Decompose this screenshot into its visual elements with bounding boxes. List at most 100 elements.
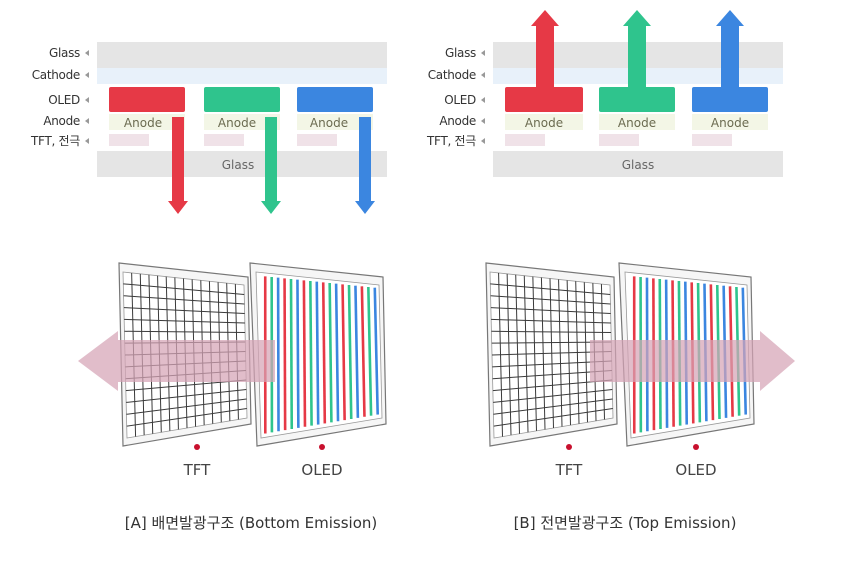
tft-electrode-block [297,134,337,146]
tft-panel-right [485,262,618,447]
glass-layer-top [97,42,387,68]
bottom-emission-panels: TFT OLED [A] 배면발광구조 (Bottom Emission) [78,262,387,532]
layer-label-cathode: Cathode [428,68,476,82]
bottom-emission-caption: [A] 배면발광구조 (Bottom Emission) [125,514,378,532]
anode-label: Anode [218,116,256,130]
tft-grid-line [558,279,563,427]
layer-labels-left: Glass Cathode OLED Anode TFT, 전극 [30,46,89,148]
oled-subpixel-stripe [328,282,333,423]
oled-subpixel-green [204,87,280,112]
oled-subpixel-stripe [321,282,327,424]
oled-subpixel-stripe [283,278,287,431]
glass-substrate [493,151,783,177]
layer-label-glass: Glass [49,46,80,60]
tft-electrode-block [599,134,639,146]
oled-marker-dot [319,444,325,450]
tft-electrode-block [109,134,149,146]
layer-labels-right: Glass Cathode OLED Anode TFT, 전극 [426,46,485,148]
oled-subpixel-stripe [373,287,379,415]
layer-label-glass: Glass [445,46,476,60]
top-emission-panels: TFT OLED [B] 전면발광구조 (Top Emission) [485,262,795,532]
oled-subpixel-stripe [296,279,300,428]
oled-subpixel-stripe [315,281,320,425]
top-emission-caption: [B] 전면발광구조 (Top Emission) [514,514,737,532]
layer-label-oled: OLED [48,93,80,107]
oled-subpixel-stripe [354,285,360,418]
anode-block [297,114,373,130]
anode-label: Anode [618,116,656,130]
tft-marker-dot [566,444,572,450]
tft-electrode-block [692,134,732,146]
pointer-icon [481,118,485,124]
emitted-light-arrow-left [78,331,275,391]
pointer-icon [481,97,485,103]
pointer-icon [85,97,89,103]
cathode-layer [97,68,387,84]
red-light-arrow-up [531,10,559,92]
tft-grid-line [493,389,613,403]
anode-block [599,114,675,130]
tft-panel-label: TFT [555,461,584,479]
emitted-light-arrow-right [590,331,795,391]
glass-label: Glass [222,158,255,172]
oled-subpixel-stripe [367,286,373,416]
oled-subpixel-stripe [347,284,353,420]
glass-substrate [97,151,387,177]
tft-grid-line [126,389,247,403]
layer-label-anode: Anode [439,114,476,128]
layer-label-anode: Anode [43,114,80,128]
blue-light-arrow-down [355,117,375,214]
oled-subpixel-stripe [302,280,307,427]
layer-label-tft-electrode: TFT, 전극 [426,134,476,148]
tft-grid-line [575,281,580,424]
tft-panel-label: TFT [183,461,212,479]
oled-subpixel-red [505,87,583,112]
oled-subpixel-red [109,87,185,112]
oled-panel-left [249,262,387,447]
downward-light-arrows [168,117,375,214]
anode-label: Anode [124,116,162,130]
anode-block [505,114,583,130]
pointer-icon [481,138,485,144]
tft-grid-line [126,398,247,415]
blue-light-arrow-up [716,10,744,92]
layer-label-tft-electrode: TFT, 전극 [30,134,80,148]
anode-block [204,114,280,130]
top-emission-layer-stack: Glass Cathode OLED Anode TFT, 전극 Anode A… [426,10,783,177]
anode-block [692,114,768,130]
pointer-icon [85,138,89,144]
layer-label-oled: OLED [444,93,476,107]
oled-subpixel-blue [692,87,768,112]
oled-subpixel-stripe [289,278,294,430]
tft-electrode-block [204,134,244,146]
upward-light-arrows [531,10,744,92]
bottom-emission-layer-stack: Glass Cathode OLED Anode TFT, 전극 Anode A… [30,42,387,214]
green-light-arrow-up [623,10,651,92]
oled-marker-dot [693,444,699,450]
tft-grid-line [566,280,571,426]
oled-subpixel-blue [297,87,373,112]
oled-subpixel-green [599,87,675,112]
anode-label: Anode [711,116,749,130]
tft-grid-line [493,408,613,427]
oled-subpixel-stripe [334,283,340,422]
green-light-arrow-down [261,117,281,214]
anode-label: Anode [525,116,563,130]
oled-subpixel-stripe [360,286,366,417]
oled-panel-label: OLED [301,461,342,479]
oled-subpixel-stripe [309,280,313,426]
oled-subpixel-stripe [341,284,346,421]
pointer-icon [481,50,485,56]
red-light-arrow-down [168,117,188,214]
anode-label: Anode [310,116,348,130]
tft-grid-line [493,398,613,415]
oled-stripes [263,276,379,434]
tft-electrode-block [505,134,545,146]
anode-block [109,114,185,130]
tft-grid-line [583,282,588,423]
pointer-icon [85,50,89,56]
pointer-icon [85,72,89,78]
oled-panel-label: OLED [675,461,716,479]
pointer-icon [481,72,485,78]
